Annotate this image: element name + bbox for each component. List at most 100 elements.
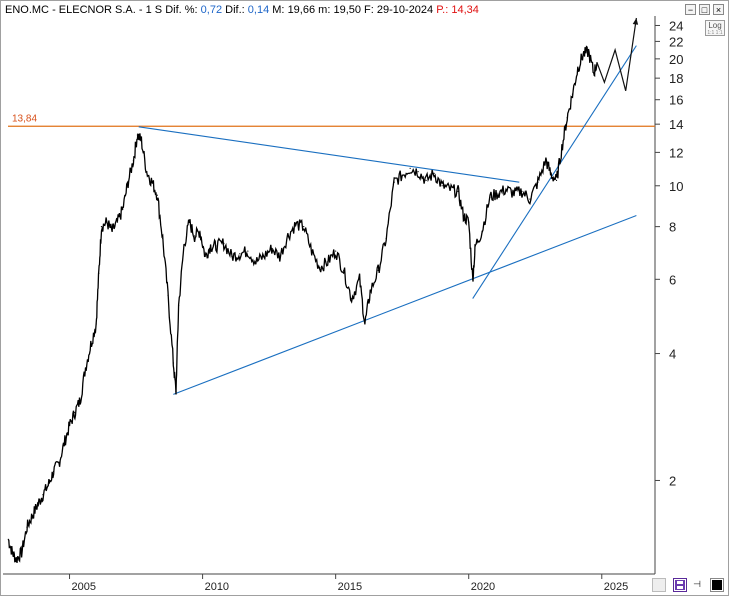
price-point (497, 192, 499, 194)
price-point (287, 235, 289, 237)
price-point (58, 462, 60, 464)
log-scale-button[interactable]: Log 1:1 1:1 (705, 20, 725, 36)
price-point (21, 551, 23, 554)
price-point (42, 494, 44, 496)
price-point (223, 242, 225, 244)
y-tick-label: 16 (669, 93, 683, 108)
price-point (327, 261, 329, 263)
max-value: 19,66 (287, 4, 316, 16)
color-box-icon[interactable] (710, 578, 724, 592)
price-point (98, 272, 100, 274)
price-point (231, 255, 233, 257)
price-point (474, 245, 476, 247)
price-point (136, 134, 138, 136)
price-point (215, 245, 217, 247)
date-label: F: (364, 4, 374, 16)
price-point (162, 237, 164, 240)
price-point (401, 174, 403, 176)
y-tick-label: 10 (669, 179, 683, 194)
maximize-button[interactable]: □ (699, 4, 710, 15)
price-point (364, 323, 366, 325)
price-point (79, 399, 81, 401)
price-point (204, 255, 206, 257)
price-point (393, 181, 395, 183)
scroll-end-icon[interactable] (652, 578, 666, 592)
price-point (188, 221, 190, 223)
price-point (7, 538, 9, 540)
price-point (199, 230, 201, 232)
price-point (577, 67, 579, 69)
pin-icon[interactable]: ⊣ (693, 579, 701, 589)
price-point (194, 235, 196, 237)
price-point (247, 250, 249, 252)
price-point (263, 255, 265, 257)
projection-arrowhead (632, 18, 639, 25)
price-point (457, 190, 459, 192)
price-point (90, 344, 92, 346)
price-point (95, 323, 97, 325)
y-tick-label: 2 (669, 473, 676, 488)
price-point (74, 411, 76, 414)
price-point (545, 159, 547, 161)
date-value: 29-10-2024 (376, 4, 434, 16)
y-tick-label: 4 (669, 347, 676, 362)
price-point (178, 304, 180, 307)
y-tick-label: 6 (669, 272, 676, 287)
price-point (566, 117, 568, 119)
price-point (303, 226, 305, 228)
price-point (593, 72, 595, 74)
price-point (127, 181, 129, 183)
price-point (385, 237, 387, 240)
price-point (481, 230, 483, 232)
price-point (433, 172, 435, 174)
price-point (11, 551, 13, 554)
resistance-label: 13,84 (12, 113, 37, 124)
price-point (377, 269, 379, 271)
minimize-button[interactable]: − (685, 4, 696, 15)
log-sub: 1:1 1:1 (707, 30, 723, 36)
price-point (122, 208, 124, 210)
price-point (84, 367, 87, 369)
price-point (172, 362, 174, 364)
price-point (239, 253, 241, 255)
price-point (175, 390, 177, 393)
save-icon[interactable] (673, 578, 687, 592)
price-point (468, 221, 470, 223)
price-point (441, 185, 443, 187)
price-point (335, 250, 337, 252)
price-point (111, 230, 113, 232)
price-point (417, 171, 419, 173)
price-point (369, 291, 371, 293)
sep2: - (138, 4, 143, 16)
price-point (132, 159, 134, 161)
price-line (7, 45, 598, 563)
price-point (489, 196, 491, 198)
projection-line (596, 17, 637, 91)
y-tick-label: 22 (669, 34, 683, 49)
price-value: 14,34 (451, 4, 479, 16)
price-point (156, 194, 158, 196)
x-tick-label: 2025 (604, 581, 628, 593)
min-label: m: (318, 4, 331, 16)
price-point (343, 269, 345, 271)
y-tick-label: 8 (669, 220, 676, 235)
price-point (106, 221, 108, 223)
price-point (183, 245, 185, 247)
price-point (550, 174, 552, 176)
min-value: 19,50 (333, 4, 361, 16)
price-point (425, 179, 427, 181)
price-point (409, 167, 411, 169)
y-tick-label: 20 (669, 52, 683, 67)
price-point (255, 261, 257, 263)
trendline (138, 126, 520, 183)
close-button[interactable]: × (713, 4, 724, 15)
price-point (140, 139, 142, 142)
y-tick-label: 14 (669, 117, 683, 132)
price-point (505, 188, 507, 191)
price-point (26, 526, 28, 528)
dif-label: Dif.: (225, 4, 245, 16)
price-point (271, 247, 273, 250)
price-point (537, 181, 539, 183)
price-point (209, 245, 212, 247)
price-point (555, 179, 558, 181)
